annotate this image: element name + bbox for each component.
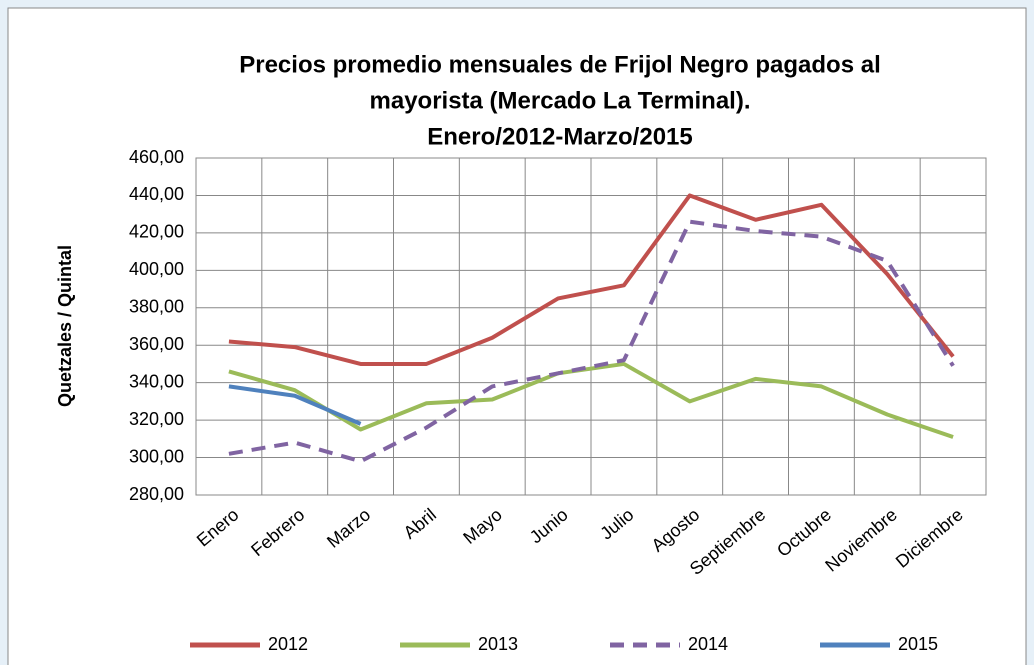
y-tick-label: 380,00 xyxy=(129,297,184,317)
y-tick-label: 320,00 xyxy=(129,409,184,429)
series-line xyxy=(228,193,955,366)
y-tick-label: 420,00 xyxy=(129,222,184,242)
y-tick-label: 440,00 xyxy=(129,184,184,204)
legend-label: 2012 xyxy=(268,634,308,654)
chart-title: Enero/2012-Marzo/2015 xyxy=(427,123,692,150)
legend-label: 2014 xyxy=(688,634,728,654)
plot-area xyxy=(195,157,987,496)
chart-title: mayorista (Mercado La Terminal). xyxy=(370,87,751,114)
y-tick-label: 300,00 xyxy=(129,446,184,466)
legend-label: 2013 xyxy=(478,634,518,654)
y-axis-title: Quetzales / Quintal xyxy=(55,245,75,407)
legend-label: 2015 xyxy=(898,634,938,654)
series-line xyxy=(228,219,955,464)
y-tick-label: 340,00 xyxy=(129,371,184,391)
chart-frame xyxy=(7,7,1027,665)
series-line xyxy=(228,384,362,426)
y-tick-label: 280,00 xyxy=(129,484,184,504)
y-tick-label: 400,00 xyxy=(129,259,184,279)
y-tick-label: 360,00 xyxy=(129,334,184,354)
series-line xyxy=(228,361,954,439)
chart-title: Precios promedio mensuales de Frijol Neg… xyxy=(239,51,881,78)
y-tick-label: 460,00 xyxy=(129,147,184,167)
